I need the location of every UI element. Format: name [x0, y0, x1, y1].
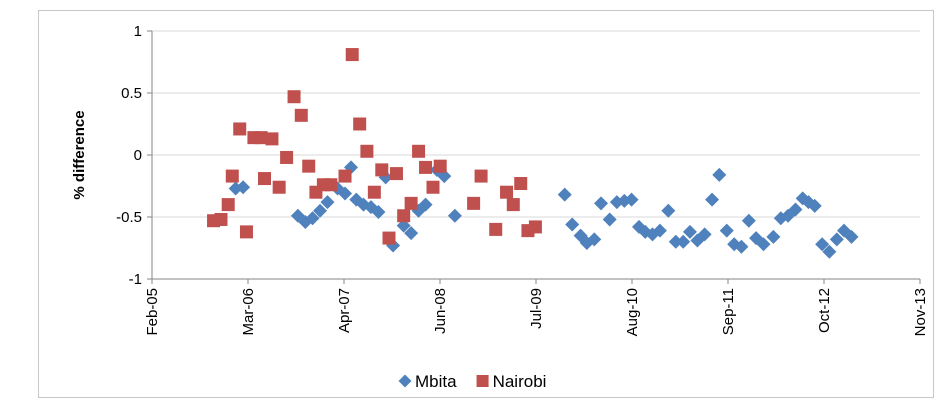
- nairobi-point: [265, 132, 279, 146]
- nairobi-point: [324, 178, 338, 192]
- nairobi-point: [367, 185, 381, 199]
- mbita-point: [807, 198, 822, 213]
- x-tick-label: Sep-11: [720, 288, 737, 335]
- x-tick-label: Apr-07: [336, 288, 353, 333]
- mbita-point: [697, 227, 712, 242]
- nairobi-point: [489, 222, 503, 236]
- nairobi-point: [528, 220, 542, 234]
- mbita-point: [602, 212, 617, 227]
- mbita-point: [756, 237, 771, 252]
- mbita-point: [624, 192, 639, 207]
- legend-nairobi-marker: [476, 375, 489, 387]
- nairobi-point: [426, 180, 440, 194]
- mbita-point: [829, 232, 844, 247]
- nairobi-point: [474, 169, 488, 183]
- nairobi-point: [375, 163, 389, 177]
- mbita-point: [371, 205, 386, 220]
- nairobi-point: [345, 48, 359, 62]
- x-tick-label: Oct-12: [816, 288, 833, 333]
- mbita-point: [447, 208, 462, 223]
- data-points: [207, 48, 859, 259]
- nairobi-point: [500, 185, 514, 199]
- legend-mbita-marker: [398, 374, 412, 388]
- y-tick-label: -0.5: [116, 209, 142, 226]
- mbita-point: [788, 202, 803, 217]
- mbita-point: [338, 186, 353, 201]
- mbita-point: [741, 213, 756, 228]
- mbita-point: [712, 167, 727, 182]
- mbita-point: [844, 229, 859, 244]
- x-tick-label: Nov-13: [912, 288, 929, 336]
- x-tick-labels: Feb-05 Mar-06 Apr-07 Jun-08 Jul-09 Aug-10 Sep-…: [144, 288, 929, 336]
- y-tick-label: 0: [134, 147, 142, 164]
- legend-mbita-label: Mbita: [415, 372, 457, 391]
- mbita-point: [404, 226, 419, 241]
- mbita-point: [587, 232, 602, 247]
- mbita-point: [661, 203, 676, 218]
- nairobi-point: [389, 167, 403, 181]
- nairobi-point: [353, 117, 367, 131]
- mbita-point: [822, 244, 837, 259]
- nairobi-point: [233, 122, 247, 136]
- nairobi-point: [239, 225, 253, 239]
- nairobi-point: [419, 160, 433, 174]
- nairobi-point: [272, 180, 286, 194]
- y-tick-label: 0.5: [121, 85, 142, 102]
- legend-nairobi-label: Nairobi: [493, 372, 547, 391]
- mbita-point: [320, 195, 335, 210]
- nairobi-point: [287, 90, 301, 104]
- mbita-point: [565, 217, 580, 232]
- x-tick-label: Aug-10: [624, 288, 641, 336]
- nairobi-point: [257, 172, 271, 186]
- chart-area: [38, 10, 934, 398]
- mbita-point: [313, 203, 328, 218]
- mbita-point: [766, 229, 781, 244]
- mbita-point: [676, 234, 691, 249]
- y-tick-label: 1: [134, 23, 142, 40]
- mbita-point: [236, 180, 251, 195]
- mbita-point: [719, 223, 734, 238]
- nairobi-point: [412, 144, 426, 158]
- mbita-point: [705, 192, 720, 207]
- nairobi-point: [280, 150, 294, 164]
- nairobi-point: [404, 196, 418, 210]
- nairobi-point: [338, 169, 352, 183]
- y-tick-label: -1: [129, 271, 142, 288]
- nairobi-point: [514, 177, 528, 191]
- mbita-point: [594, 196, 609, 211]
- nairobi-point: [506, 198, 520, 212]
- mbita-point: [668, 234, 683, 249]
- mbita-point: [734, 239, 749, 254]
- nairobi-point: [225, 169, 239, 183]
- nairobi-point: [467, 196, 481, 210]
- gridlines: [152, 30, 920, 218]
- x-tick-label: Jul-09: [528, 288, 545, 329]
- mbita-point: [815, 237, 830, 252]
- mbita-point: [682, 224, 697, 239]
- y-axis-label: % difference: [71, 110, 88, 199]
- nairobi-point: [214, 212, 228, 226]
- nairobi-point: [360, 144, 374, 158]
- x-tick-label: Mar-06: [240, 288, 257, 336]
- nairobi-point: [382, 231, 396, 245]
- axes: [147, 30, 921, 284]
- nairobi-point: [397, 209, 411, 223]
- mbita-point: [652, 223, 667, 238]
- nairobi-point: [294, 108, 308, 122]
- mbita-point: [418, 197, 433, 212]
- y-tick-labels: 1 0.5 0 -0.5 -1: [116, 23, 142, 288]
- nairobi-point: [433, 159, 447, 173]
- legend: Mbita Nairobi: [398, 372, 547, 391]
- nairobi-point: [302, 159, 316, 173]
- mbita-point: [557, 187, 572, 202]
- x-tick-label: Jun-08: [432, 288, 449, 334]
- x-tick-label: Feb-05: [144, 288, 161, 336]
- nairobi-point: [221, 198, 235, 212]
- nairobi-point: [254, 131, 268, 145]
- mbita-point: [305, 211, 320, 226]
